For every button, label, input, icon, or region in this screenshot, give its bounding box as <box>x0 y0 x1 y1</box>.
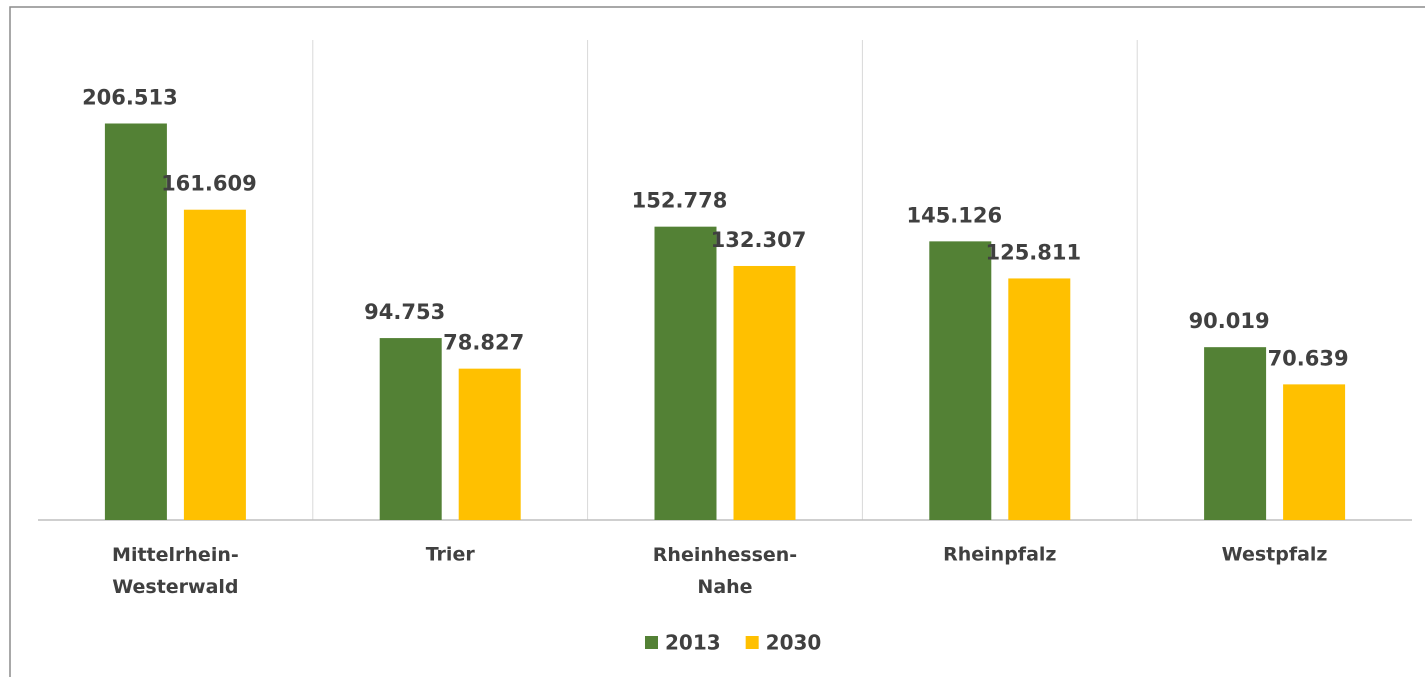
data-label: 94.753 <box>364 300 445 324</box>
bar <box>929 241 992 520</box>
data-label: 152.778 <box>632 189 728 213</box>
data-label: 145.126 <box>906 203 1002 227</box>
label-line: Westerwald <box>112 576 238 598</box>
bar <box>654 226 717 520</box>
data-label: 206.513 <box>82 85 178 109</box>
label-line: Mittelrhein- <box>112 544 239 566</box>
x-tick-label: Rheinhessen- Nahe <box>653 544 797 598</box>
bar <box>104 123 167 520</box>
legend-label: 2030 <box>766 631 822 655</box>
x-tick-label: Westpfalz <box>1222 544 1328 566</box>
bar <box>1008 278 1071 520</box>
x-tick-label: Trier <box>426 544 476 566</box>
x-tick-label: Mittelrhein- Westerwald <box>112 544 239 598</box>
data-label: 70.639 <box>1268 346 1349 370</box>
bar <box>379 338 442 520</box>
label-line: Rheinhessen- <box>653 544 797 566</box>
label-line: Nahe <box>697 576 752 598</box>
data-label: 161.609 <box>161 172 257 196</box>
data-label: 90.019 <box>1189 309 1270 333</box>
x-tick-label: Rheinpfalz <box>943 544 1056 566</box>
bar <box>1283 384 1346 520</box>
data-label: 78.827 <box>443 331 524 355</box>
bar <box>458 368 521 520</box>
data-label: 132.307 <box>711 228 807 252</box>
bar <box>1204 347 1267 520</box>
bar <box>733 265 796 520</box>
bar <box>183 209 246 520</box>
legend-swatch <box>745 636 759 649</box>
legend-label: 2013 <box>665 631 721 655</box>
legend-swatch <box>645 636 658 649</box>
data-label: 125.811 <box>985 240 1081 264</box>
